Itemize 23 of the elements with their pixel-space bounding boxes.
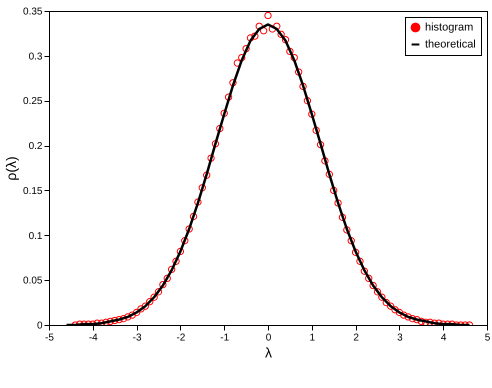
y-tick-label: 0.25 (23, 96, 43, 108)
x-tick-label: 2 (353, 332, 360, 344)
y-tick-label: 0.2 (28, 141, 43, 152)
x-tick-label: -3 (132, 332, 142, 344)
y-tick-label: 0.35 (23, 6, 43, 18)
x-tick-label: 4 (440, 332, 447, 344)
legend-label: theoretical (425, 38, 476, 50)
x-tick-label: 0 (266, 332, 272, 344)
y-tick-label: 0.15 (23, 186, 43, 197)
x-tick-label: -2 (176, 332, 186, 344)
y-tick-label: 0.1 (28, 230, 43, 242)
y-tick-label: 0.05 (23, 276, 43, 287)
x-tick-label: 3 (397, 332, 404, 344)
x-tick-label: -5 (45, 332, 54, 344)
legend-label: histogram (425, 22, 474, 34)
x-tick-label: 5 (484, 332, 491, 344)
y-axis-title: ρ(λ) (3, 156, 20, 181)
x-tick-label: -1 (220, 332, 230, 344)
y-tick-label: 0 (36, 320, 43, 332)
x-tick-label: 1 (310, 332, 316, 344)
x-axis-title: λ (265, 344, 272, 360)
x-tick-label: -4 (88, 332, 98, 344)
y-tick-label: 0.3 (28, 51, 43, 62)
